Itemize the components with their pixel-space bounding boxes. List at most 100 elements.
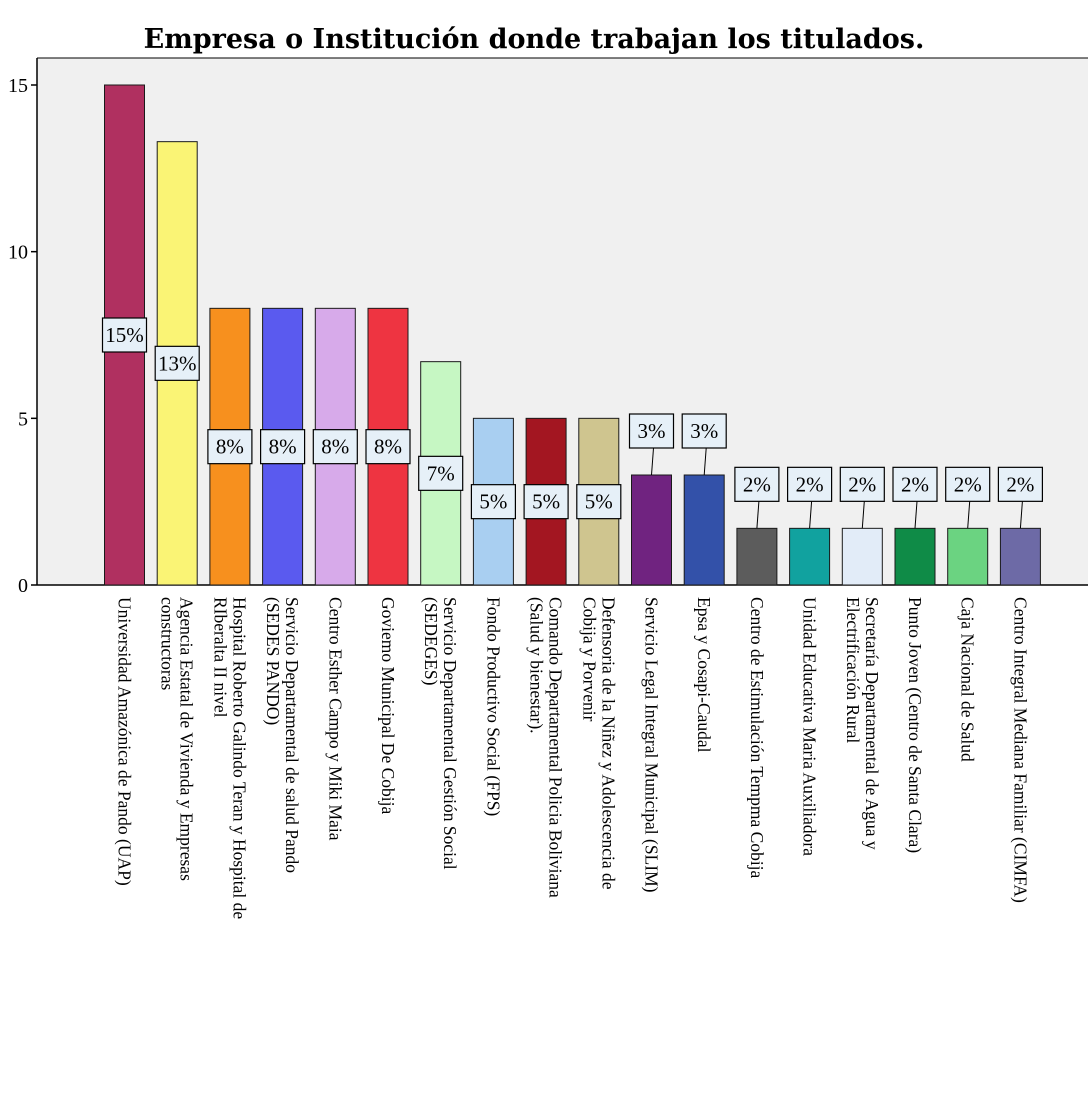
data-label-text: 8% xyxy=(321,435,349,459)
x-tick-label-line: Centro Esther Campo y Miki Maia xyxy=(325,597,345,841)
y-tick-label: 15 xyxy=(8,75,28,97)
data-label: 8% xyxy=(260,429,306,465)
data-label-text: 5% xyxy=(479,490,507,514)
data-label-leader xyxy=(1019,501,1023,529)
data-label-text: 8% xyxy=(374,435,402,459)
data-label-text: 2% xyxy=(743,472,771,496)
data-label-text: 2% xyxy=(901,472,929,496)
data-label: 2% xyxy=(997,466,1044,529)
bar xyxy=(999,527,1041,586)
x-tick-label-line: constructoras xyxy=(158,597,178,690)
x-tick-label: Centro Integral Mediana Familiar (CIMFA) xyxy=(1010,597,1030,903)
data-label-text: 13% xyxy=(158,351,197,375)
x-tick-label-line: Servicio Departamental de salud Pando xyxy=(282,597,302,873)
data-label-text: 2% xyxy=(954,472,982,496)
data-label-text: 7% xyxy=(427,461,455,485)
data-label-leader xyxy=(914,501,918,529)
data-label-text: 5% xyxy=(532,490,560,514)
data-label-text: 15% xyxy=(105,323,144,347)
data-label-text: 2% xyxy=(1006,472,1034,496)
data-label: 2% xyxy=(786,466,833,529)
x-tick-label: Fondo Productivo Social (FPS) xyxy=(483,597,503,816)
bar xyxy=(894,527,936,586)
x-tick-label: Epsa y Cosapi-Caudal xyxy=(694,597,714,753)
data-label-box xyxy=(839,466,885,502)
x-tick-label-line: (SEDES PANDO) xyxy=(263,597,283,725)
y-tick-label: 0 xyxy=(18,575,28,597)
data-label: 5% xyxy=(576,484,622,520)
x-tick-label-line: Centro Integral Mediana Familiar (CIMFA) xyxy=(1010,597,1030,903)
data-label-box xyxy=(101,317,148,353)
x-tick-label-line: Punto Joven (Centro de Santa Clara) xyxy=(905,597,925,853)
data-label: 2% xyxy=(734,466,780,529)
data-label-text: 8% xyxy=(216,435,244,459)
x-tick-label: Defensoria de la Niñez y Adolescencia de… xyxy=(579,597,618,890)
x-tick-label: Agencia Estatal de Vivienda y Empresasco… xyxy=(158,597,197,881)
data-label-leader xyxy=(809,501,813,529)
bar xyxy=(841,527,883,586)
data-label-text: 2% xyxy=(796,472,824,496)
x-tick-label-line: Secretaría Departamental de Agua y xyxy=(862,597,882,850)
data-label-box xyxy=(312,429,358,465)
x-tick-label-line: RIberalta II nivel xyxy=(210,597,230,718)
bar xyxy=(631,474,672,586)
data-label: 7% xyxy=(418,455,464,491)
data-label-box xyxy=(681,413,727,449)
data-label: 3% xyxy=(628,413,675,476)
x-tick-label-line: Goviemo Municipal De Cobija xyxy=(378,597,398,814)
x-tick-label: Servicio Departamental de salud Pando(SE… xyxy=(263,597,302,873)
data-label-text: 5% xyxy=(585,490,613,514)
data-label-box xyxy=(892,466,938,502)
x-tick-label-line: Servicio Departamental Gestión Social xyxy=(440,597,460,870)
x-tick-label: Servicio Legal Integral Municipal (SLIM) xyxy=(642,597,662,893)
x-tick-label-line: Electrificación Rural xyxy=(843,597,863,743)
x-tick-label-line: (Salud y bienestar). xyxy=(527,597,547,734)
data-label-box xyxy=(997,466,1044,502)
data-label-text: 8% xyxy=(269,435,297,459)
data-label-box xyxy=(523,484,569,520)
x-tick-label: Centro Esther Campo y Miki Maia xyxy=(325,597,345,841)
data-label: 13% xyxy=(154,345,200,381)
data-label-box xyxy=(365,429,411,465)
data-label: 15% xyxy=(101,317,148,353)
data-label-box xyxy=(207,429,253,465)
data-label: 8% xyxy=(365,429,411,465)
x-tick-label-line: Cobija y Porvenir xyxy=(579,597,599,722)
bar xyxy=(736,527,778,586)
x-tick-label: Servicio Departamental Gestión Social(SE… xyxy=(421,597,460,870)
x-tick-label-line: Universidad Amazónica de Pando (UAP) xyxy=(115,597,135,886)
bar xyxy=(683,474,725,586)
x-tick-label-line: Servicio Legal Integral Municipal (SLIM) xyxy=(642,597,662,893)
x-tick-label-line: Caja Nacional de Salud xyxy=(958,597,978,762)
data-label-box xyxy=(260,429,306,465)
data-label: 8% xyxy=(312,429,358,465)
data-label-box xyxy=(418,455,464,491)
data-label-box xyxy=(154,345,200,381)
data-label-box xyxy=(945,466,991,502)
x-tick-label: Hospital Roberto Galindo Teran y Hospita… xyxy=(210,597,249,919)
x-tick-label: Caja Nacional de Salud xyxy=(958,597,978,762)
x-tick-label: Unidad Educativa Maria Auxiliadora xyxy=(800,597,820,856)
data-label-text: 2% xyxy=(848,472,876,496)
data-label: 5% xyxy=(470,484,516,520)
x-tick-label-line: Centro de Estimulación Tempma Cobija xyxy=(747,597,767,879)
x-tick-label: Comando Departamental Policia Boliviana(… xyxy=(527,597,566,898)
x-tick-label-line: Hospital Roberto Galindo Teran y Hospita… xyxy=(229,597,249,919)
x-tick-label: Secretaría Departamental de Agua yElectr… xyxy=(843,597,882,850)
data-label-leader xyxy=(651,447,654,476)
data-label: 2% xyxy=(839,466,885,529)
x-tick-label-line: Agencia Estatal de Vivienda y Empresas xyxy=(177,597,197,881)
x-tick-label-line: Unidad Educativa Maria Auxiliadora xyxy=(800,597,820,856)
data-label: 8% xyxy=(207,429,253,465)
bar xyxy=(947,527,989,586)
x-tick-label: Universidad Amazónica de Pando (UAP) xyxy=(115,597,135,886)
data-label: 2% xyxy=(945,466,991,529)
data-label: 2% xyxy=(892,466,938,529)
bar xyxy=(789,527,831,586)
x-tick-label-line: Comando Departamental Policia Boliviana xyxy=(546,597,566,898)
data-label: 5% xyxy=(523,484,569,520)
data-label: 3% xyxy=(681,413,727,476)
x-tick-label-line: Epsa y Cosapi-Caudal xyxy=(694,597,714,753)
chart-title: Empresa o Institución donde trabajan los… xyxy=(144,24,925,55)
data-label-text: 3% xyxy=(690,419,718,443)
